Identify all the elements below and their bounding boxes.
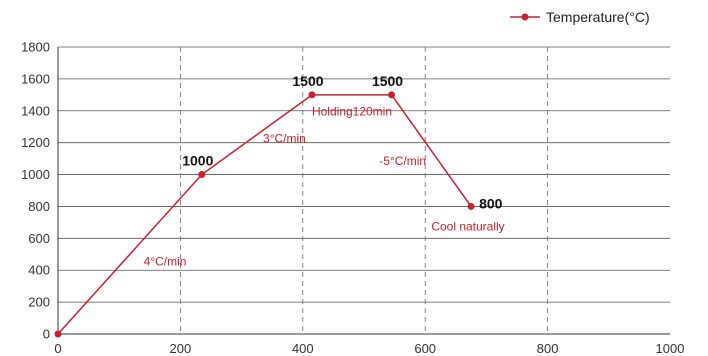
axes: 0 200 400 600 800 1000 1200 1400 1600 1800 0 200 400… bbox=[21, 40, 684, 356]
x-tick-label: 600 bbox=[414, 341, 436, 356]
y-tick-label: 600 bbox=[28, 231, 50, 246]
y-tick-label: 1000 bbox=[21, 167, 50, 182]
data-point bbox=[308, 91, 316, 99]
x-tick-label: 400 bbox=[292, 341, 314, 356]
annotation: 3°C/min bbox=[263, 132, 306, 146]
point-label: 800 bbox=[479, 195, 503, 211]
y-tick-label: 1600 bbox=[21, 71, 50, 86]
y-tick-label: 1800 bbox=[21, 40, 50, 55]
data-point bbox=[388, 91, 396, 99]
point-label: 1500 bbox=[292, 73, 323, 89]
y-tick-label: 800 bbox=[28, 199, 50, 214]
data-point bbox=[198, 171, 206, 179]
grid bbox=[58, 46, 670, 334]
y-tick-label: 1400 bbox=[21, 103, 50, 118]
annotation: Cool naturally bbox=[431, 219, 504, 233]
annotation: Holding120min bbox=[312, 105, 392, 119]
legend-label: Temperature(°C) bbox=[546, 9, 650, 25]
annotation: -5°C/min bbox=[379, 154, 426, 168]
y-tick-label: 0 bbox=[43, 327, 50, 342]
series bbox=[54, 91, 475, 338]
point-label: 1500 bbox=[372, 73, 403, 89]
y-tick-label: 200 bbox=[28, 295, 50, 310]
y-tick-label: 400 bbox=[28, 263, 50, 278]
legend-marker bbox=[521, 13, 529, 21]
point-label: 1000 bbox=[182, 153, 213, 169]
legend: Temperature(°C) bbox=[510, 9, 650, 25]
data-point bbox=[54, 330, 62, 338]
x-tick-label: 800 bbox=[537, 341, 559, 356]
annotation: 4°C/min bbox=[144, 254, 187, 268]
labels: 1000 1500 1500 800 4°C/min 3°C/min Holding120m… bbox=[144, 73, 505, 269]
data-point bbox=[467, 202, 475, 210]
x-tick-label: 0 bbox=[54, 341, 61, 356]
y-tick-label: 1200 bbox=[21, 135, 50, 150]
x-tick-label: 1000 bbox=[656, 341, 685, 356]
x-tick-label: 200 bbox=[170, 341, 192, 356]
